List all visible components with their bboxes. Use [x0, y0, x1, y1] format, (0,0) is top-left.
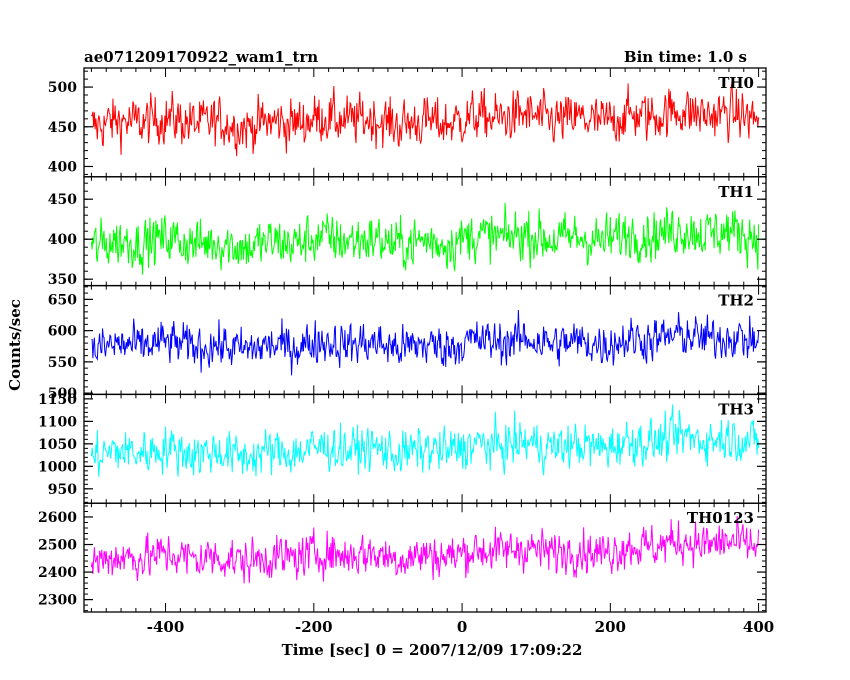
- y-tick-label: 1150: [38, 392, 77, 408]
- x-axis-label: Time [sec] 0 = 2007/12/09 17:09:22: [282, 641, 583, 659]
- panel-label-th3: TH3: [718, 400, 754, 418]
- series-line-th3: [90, 404, 760, 477]
- y-tick-label: 500: [48, 80, 77, 96]
- y-tick-label: 1100: [38, 414, 77, 430]
- y-tick-label: 400: [48, 159, 77, 175]
- x-tick-label: -400: [147, 618, 185, 636]
- panel-frame-th0123: [83, 502, 767, 613]
- y-tick-label: 2600: [38, 510, 77, 526]
- x-tick-label: 200: [595, 618, 626, 636]
- panel-label-th2: TH2: [718, 292, 754, 310]
- y-tick-label: 350: [48, 272, 77, 288]
- y-tick-label: 400: [48, 232, 77, 248]
- panel-label-th1: TH1: [718, 183, 754, 201]
- series-line-th2: [91, 310, 760, 376]
- chart-title-left: ae071209170922_wam1_trn: [84, 48, 318, 66]
- chart-title-right: Bin time: 1.0 s: [624, 48, 747, 66]
- panel-frame-th2: [83, 284, 767, 396]
- y-tick-label: 1050: [38, 437, 77, 453]
- x-tick-label: 0: [457, 618, 467, 636]
- y-tick-label: 450: [48, 192, 77, 208]
- panel-label-th0: TH0: [718, 74, 754, 92]
- x-tick-label: -200: [295, 618, 333, 636]
- y-axis-label: Counts/sec: [6, 299, 24, 391]
- series-line-th1: [90, 202, 760, 275]
- y-tick-label: 600: [48, 324, 77, 340]
- y-tick-label: 650: [48, 292, 77, 308]
- y-tick-label: 550: [48, 355, 77, 371]
- y-tick-label: 500: [48, 386, 77, 402]
- series-line-th0123: [90, 516, 760, 584]
- y-tick-label: 950: [48, 482, 77, 498]
- y-tick-label: 2400: [38, 565, 77, 581]
- y-tick-label: 2300: [38, 593, 77, 609]
- y-tick-label: 2500: [38, 538, 77, 554]
- y-tick-label: 1000: [38, 459, 77, 475]
- x-tick-label: 400: [743, 618, 774, 636]
- series-line-th0: [91, 82, 760, 157]
- panel-label-th0123: TH0123: [687, 509, 754, 527]
- y-tick-label: 450: [48, 120, 77, 136]
